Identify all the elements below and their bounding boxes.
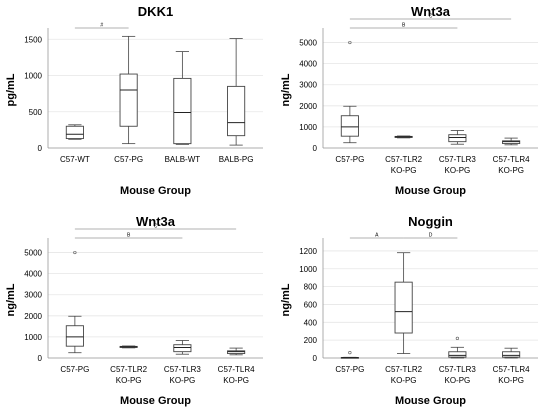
y-tick-label: 3000	[24, 291, 42, 300]
x-tick-label: C57-PG	[335, 155, 364, 164]
x-tick-label: KO-PG	[116, 376, 142, 385]
chart-title: DKK1	[138, 4, 173, 19]
x-tick-label: C57-TLR3	[439, 365, 476, 374]
x-tick-label: C57-TLR4	[218, 365, 255, 374]
significance-label: C	[429, 14, 433, 20]
x-axis-label: Mouse Group	[120, 185, 191, 197]
x-axis-label: Mouse Group	[395, 185, 466, 197]
x-tick-label: BALB-WT	[165, 155, 201, 164]
x-tick-label: KO-PG	[498, 166, 524, 175]
chart-panel-wnt3a-bottom: Wnt3a ng/mL 0 1000 2000 3000 4000 5000 B C C57-PG C…	[0, 210, 275, 420]
x-tick-label: C57-TLR2	[385, 365, 422, 374]
y-tick-label: 2000	[24, 312, 42, 321]
significance-label: B	[402, 23, 406, 29]
box	[65, 125, 84, 140]
box	[340, 115, 359, 137]
x-axis-label: Mouse Group	[120, 395, 191, 407]
x-tick-label: C57-TLR3	[439, 155, 476, 164]
y-tick-label: 4000	[299, 60, 317, 69]
y-tick-label: 3000	[299, 81, 317, 90]
x-tick-label: KO-PG	[169, 376, 195, 385]
x-tick-label: KO-PG	[223, 376, 249, 385]
x-tick-label: C57-PG	[60, 365, 89, 374]
chart-svg: Wnt3a ng/mL 0 1000 2000 3000 4000 5000 B C C57-PG C…	[280, 4, 538, 197]
y-tick-label: 200	[304, 336, 318, 345]
y-tick-label: 1000	[299, 123, 317, 132]
outlier-point	[348, 351, 352, 355]
y-tick-label: 0	[313, 144, 318, 153]
y-tick-label: 1000	[24, 333, 42, 342]
box	[502, 140, 521, 145]
significance-label: D	[429, 233, 433, 239]
y-tick-label: 1000	[24, 72, 42, 81]
x-tick-label: C57-PG	[114, 155, 143, 164]
y-tick-label: 0	[38, 354, 43, 363]
box	[173, 77, 192, 145]
x-tick-label: KO-PG	[391, 166, 417, 175]
chart-svg: Wnt3a ng/mL 0 1000 2000 3000 4000 5000 B C C57-PG C…	[5, 214, 263, 407]
outlier-point	[348, 40, 352, 45]
significance-label: B	[127, 233, 131, 239]
significance-label: #	[100, 23, 103, 29]
box	[227, 350, 246, 355]
chart-title: Noggin	[408, 214, 453, 229]
chart-title: Wnt3a	[411, 4, 451, 19]
y-tick-label: 600	[304, 300, 318, 309]
y-tick-label: 1500	[24, 35, 42, 44]
y-tick-label: 2000	[299, 102, 317, 111]
y-tick-label: 1200	[299, 247, 317, 256]
box	[448, 351, 467, 358]
x-axis-label: Mouse Group	[395, 395, 466, 407]
x-tick-label: C57-TLR3	[164, 365, 201, 374]
outlier-point	[455, 336, 459, 340]
box	[227, 85, 246, 137]
box	[448, 134, 467, 143]
y-axis-label: pg/mL	[5, 73, 17, 106]
y-tick-label: 400	[304, 318, 318, 327]
significance-label: C	[154, 224, 158, 230]
x-tick-label: C57-PG	[335, 365, 364, 374]
y-tick-label: 500	[29, 108, 43, 117]
x-tick-label: KO-PG	[498, 376, 524, 385]
chart-panel-wnt3a-top: Wnt3a ng/mL 0 1000 2000 3000 4000 5000 B C C57-PG C…	[275, 0, 550, 210]
y-axis-label: ng/mL	[280, 283, 292, 316]
box	[65, 325, 84, 347]
x-tick-label: KO-PG	[391, 376, 417, 385]
x-tick-label: C57-TLR2	[110, 365, 147, 374]
y-tick-label: 5000	[24, 249, 42, 258]
y-tick-label: 0	[313, 354, 318, 363]
x-tick-label: KO-PG	[444, 166, 470, 175]
x-tick-label: C57-TLR4	[493, 365, 530, 374]
x-tick-label: KO-PG	[444, 376, 470, 385]
y-tick-label: 4000	[24, 270, 42, 279]
outlier-point	[73, 250, 77, 255]
x-tick-label: BALB-PG	[219, 155, 254, 164]
y-tick-label: 5000	[299, 39, 317, 48]
y-tick-label: 1000	[299, 265, 317, 274]
y-axis-label: ng/mL	[280, 73, 292, 106]
chart-title: Wnt3a	[136, 214, 176, 229]
significance-label: A	[375, 233, 379, 239]
chart-svg: DKK1 pg/mL 0 500 1000 1500 # C57-WT C57-PG BALB-W…	[5, 4, 263, 197]
y-tick-label: 0	[38, 144, 43, 153]
x-tick-label: C57-WT	[60, 155, 90, 164]
box	[119, 73, 138, 127]
x-tick-label: C57-TLR2	[385, 155, 422, 164]
y-tick-label: 800	[304, 283, 318, 292]
chart-svg: Noggin ng/mL 0 200 400 600 800 1000 1200 A D C57-PG…	[280, 214, 538, 407]
box	[173, 344, 192, 353]
x-tick-label: C57-TLR4	[493, 155, 530, 164]
y-axis-label: ng/mL	[5, 283, 17, 316]
chart-panel-dkk1: DKK1 pg/mL 0 500 1000 1500 # C57-WT C57-PG BALB-W…	[0, 0, 275, 210]
chart-panel-noggin: Noggin ng/mL 0 200 400 600 800 1000 1200 A D C57-PG…	[275, 210, 550, 420]
box	[394, 281, 413, 334]
box	[502, 351, 521, 358]
